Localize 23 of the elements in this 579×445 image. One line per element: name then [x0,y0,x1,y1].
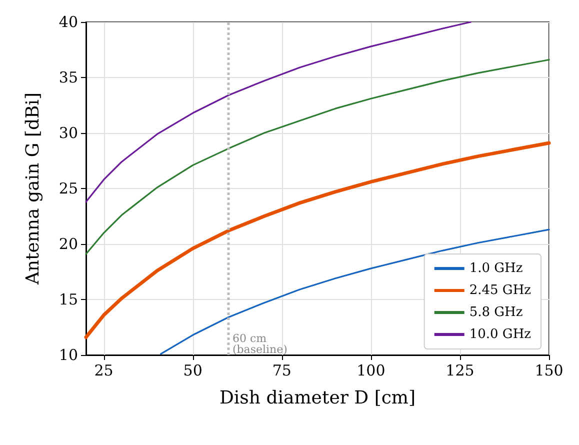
y-tick-label: 20 [58,235,78,253]
line-series [160,228,550,355]
legend-label: 10.0 GHz [469,327,532,342]
legend-label: 2.45 GHz [469,283,532,298]
legend-label: 1.0 GHz [469,261,523,276]
y-tick-label: 30 [58,124,78,142]
y-tick-label: 15 [58,290,78,308]
x-tick-label: 50 [183,362,202,380]
y-tick-label: 40 [58,13,78,31]
ref-line-label: 60 cm (baseline) [232,332,288,356]
line-series [85,58,550,255]
y-tick-label: 10 [58,346,78,364]
line-series [85,21,472,203]
y-tick-label: 25 [58,180,78,198]
x-axis-title: Dish diameter D [cm] [219,388,416,408]
x-tick-label: 150 [534,362,564,380]
y-tick-label: 35 [58,68,78,86]
legend-label: 5.8 GHz [469,305,523,320]
x-tick-label: 25 [94,362,114,380]
y-axis-title: Antenna gain G [dBi] [22,92,44,286]
x-tick-label: 125 [446,362,474,380]
x-tick-label: 100 [356,362,386,380]
x-tick-label: 75 [272,362,292,380]
